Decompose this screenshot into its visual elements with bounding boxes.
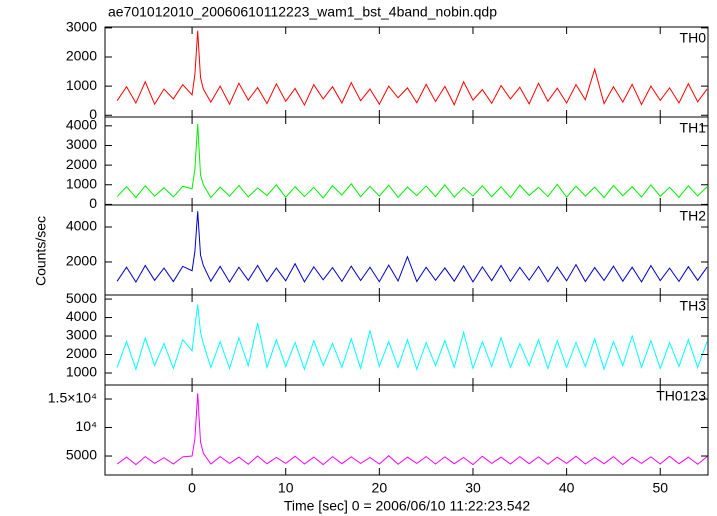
y-tick-label: 0	[89, 195, 97, 211]
x-tick-label: 30	[465, 480, 481, 496]
y-tick-label: 2000	[66, 345, 97, 361]
plot-area	[116, 304, 708, 371]
y-tick-label: 0	[89, 106, 97, 122]
y-tick-label: 4000	[66, 218, 97, 234]
y-tick-label: 1000	[66, 77, 97, 93]
x-axis-label: Time [sec] 0 = 2006/06/10 11:22:23.542	[284, 498, 531, 514]
plot-area	[116, 123, 708, 199]
y-tick-label: 5000	[66, 290, 97, 306]
panel-label: TH3	[680, 298, 707, 314]
y-tick-label: 1.5×10⁴	[48, 390, 97, 406]
x-tick-label: 20	[372, 480, 388, 496]
y-tick-label: 2000	[66, 253, 97, 269]
y-tick-label: 3000	[66, 327, 97, 343]
panel-frame	[104, 384, 709, 476]
x-tick-label: 50	[652, 480, 668, 496]
series-line	[116, 393, 708, 466]
plot-area	[116, 393, 708, 466]
plot-area	[116, 30, 708, 107]
x-tick-label: 10	[278, 480, 294, 496]
y-tick-label: 10⁴	[75, 418, 97, 434]
y-tick-label: 2000	[66, 48, 97, 64]
y-tick-label: 3000	[66, 19, 97, 35]
panel-frame	[104, 294, 709, 386]
chart-title: ae701012010_20060610112223_wam1_bst_4ban…	[108, 4, 497, 20]
series-line	[116, 304, 708, 371]
panel-label: TH2	[680, 208, 707, 224]
y-tick-label: 4000	[66, 308, 97, 324]
series-line	[116, 30, 708, 107]
series-line	[116, 123, 708, 199]
y-tick-label: 4000	[66, 117, 97, 133]
series-line	[116, 211, 708, 284]
panel-label: TH0	[680, 30, 707, 46]
y-axis-label: Counts/sec	[33, 216, 49, 286]
x-tick-label: 40	[559, 480, 575, 496]
y-tick-label: 1000	[66, 364, 97, 380]
y-tick-label: 1000	[66, 175, 97, 191]
panel-label: TH1	[680, 120, 707, 136]
x-tick-label: 0	[188, 480, 196, 496]
y-tick-label: 2000	[66, 156, 97, 172]
y-tick-label: 3000	[66, 136, 97, 152]
panel-label: TH0123	[656, 388, 706, 404]
plot-area	[116, 211, 708, 284]
y-tick-label: 5000	[66, 447, 97, 463]
